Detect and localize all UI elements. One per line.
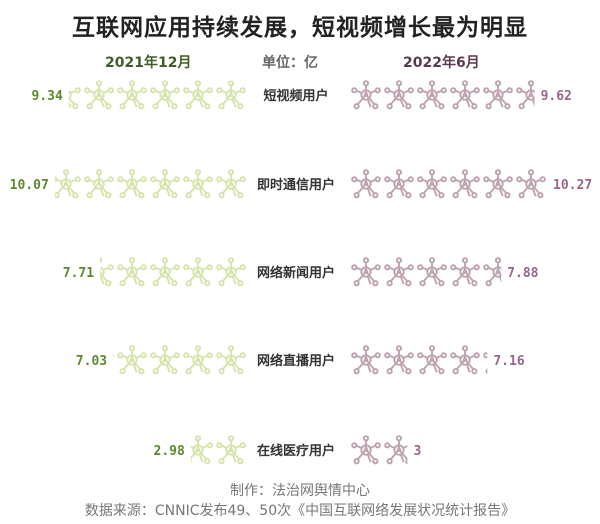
value-label: 10.07 bbox=[10, 178, 49, 193]
network-node-icon bbox=[216, 345, 246, 375]
network-node-icon bbox=[351, 257, 381, 287]
network-node-icon bbox=[450, 80, 480, 110]
network-node-icon bbox=[351, 169, 381, 199]
network-node-icon bbox=[384, 435, 408, 465]
value-label: 7.71 bbox=[63, 266, 94, 281]
network-node-icon bbox=[216, 169, 246, 199]
network-node-icon bbox=[117, 169, 147, 199]
value-label: 2.98 bbox=[154, 444, 185, 459]
value-label: 10.27 bbox=[553, 178, 592, 193]
legend-left-series: 2021年12月 bbox=[105, 55, 192, 71]
network-node-icon bbox=[450, 345, 480, 375]
network-node-icon bbox=[450, 257, 480, 287]
bar-2022-06 bbox=[351, 169, 546, 199]
value-label: 9.34 bbox=[31, 89, 62, 104]
network-node-icon bbox=[84, 169, 114, 199]
network-node-icon bbox=[417, 80, 447, 110]
category-label: 在线医疗用户 bbox=[257, 443, 335, 459]
value-label: 3 bbox=[414, 444, 422, 459]
bar-2022-06 bbox=[351, 345, 488, 375]
network-node-icon bbox=[417, 257, 447, 287]
network-node-icon bbox=[417, 169, 447, 199]
network-node-icon bbox=[384, 345, 414, 375]
network-node-icon bbox=[117, 345, 147, 375]
network-node-icon bbox=[183, 169, 213, 199]
network-node-icon bbox=[516, 169, 546, 199]
network-node-icon bbox=[483, 169, 513, 199]
unit-label: 单位：亿 bbox=[262, 55, 318, 71]
network-node-icon bbox=[216, 257, 246, 287]
network-node-icon bbox=[351, 345, 381, 375]
category-label: 网络新闻用户 bbox=[257, 265, 335, 281]
value-label: 7.88 bbox=[507, 266, 538, 281]
network-node-icon bbox=[417, 345, 447, 375]
network-node-icon bbox=[216, 80, 246, 110]
bar-2022-06 bbox=[351, 80, 535, 110]
network-node-icon bbox=[117, 80, 147, 110]
value-label: 7.16 bbox=[493, 354, 524, 369]
chart-title: 互联网应用持续发展，短视频增长最为明显 bbox=[72, 15, 528, 41]
bar-2021-12 bbox=[190, 435, 246, 465]
bar-2021-12 bbox=[100, 257, 246, 287]
network-node-icon bbox=[450, 169, 480, 199]
legend-right-series: 2022年6月 bbox=[403, 55, 480, 71]
network-node-icon bbox=[483, 80, 513, 110]
network-node-icon bbox=[351, 80, 381, 110]
network-node-icon bbox=[190, 435, 213, 465]
network-node-icon bbox=[117, 257, 147, 287]
network-node-icon bbox=[54, 169, 81, 199]
network-node-icon bbox=[183, 257, 213, 287]
network-node-icon bbox=[84, 80, 114, 110]
network-node-icon bbox=[183, 80, 213, 110]
credit-text: 制作：法治网舆情中心 bbox=[230, 483, 370, 499]
bar-2022-06 bbox=[351, 257, 502, 287]
category-label: 网络直播用户 bbox=[257, 353, 335, 369]
value-label: 7.03 bbox=[76, 354, 107, 369]
network-node-icon bbox=[384, 257, 414, 287]
network-node-icon bbox=[150, 80, 180, 110]
network-node-icon bbox=[351, 435, 381, 465]
network-node-icon bbox=[183, 345, 213, 375]
bar-2021-12 bbox=[68, 80, 246, 110]
category-label: 短视频用户 bbox=[263, 88, 328, 104]
network-node-icon bbox=[216, 435, 246, 465]
bar-2021-12 bbox=[113, 345, 246, 375]
category-label: 即时通信用户 bbox=[257, 177, 335, 193]
source-text: 数据来源：CNNIC发布49、50次《中国互联网络发展状况统计报告》 bbox=[84, 503, 516, 519]
bar-2022-06 bbox=[351, 435, 408, 465]
network-node-icon bbox=[150, 345, 180, 375]
network-node-icon bbox=[384, 169, 414, 199]
network-node-icon bbox=[150, 257, 180, 287]
network-node-icon bbox=[384, 80, 414, 110]
network-node-icon bbox=[150, 169, 180, 199]
value-label: 9.62 bbox=[541, 89, 572, 104]
bar-2021-12 bbox=[54, 169, 246, 199]
